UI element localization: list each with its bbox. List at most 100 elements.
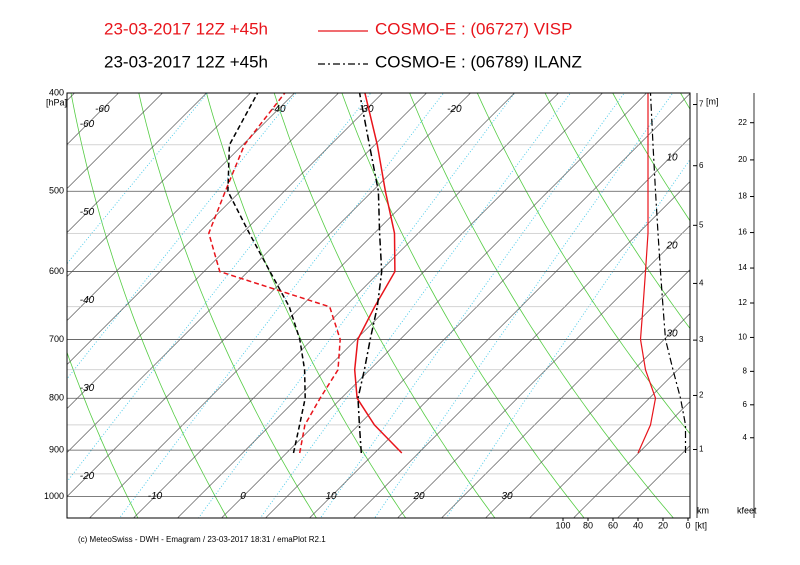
km-axis-unit: [m]: [706, 96, 719, 106]
km-axis-label: km: [697, 505, 709, 515]
legend-name: COSMO-E : (06789) ILANZ: [375, 52, 582, 71]
kfeet-tick-label: 18: [738, 192, 747, 201]
speed-unit: [kt]: [695, 520, 707, 530]
speed-tick-label: 60: [608, 520, 618, 530]
km-tick-label: 2: [699, 391, 704, 400]
mixing-ratio-line: [319, 93, 625, 518]
annotation: 30: [666, 329, 678, 340]
isotherm: [67, 93, 251, 277]
km-tick-label: 1: [699, 445, 704, 454]
kfeet-tick-label: 14: [738, 263, 747, 272]
kfeet-tick-label: 12: [738, 298, 747, 307]
kfeet-tick-label: 20: [738, 155, 747, 164]
footer: (c) MeteoSwiss - DWH - Emagram / 23-03-2…: [78, 535, 326, 544]
dry-adiabat: [341, 93, 585, 518]
isotherm-label: -10: [148, 491, 163, 502]
dry-adiabat: [680, 93, 690, 110]
dry-adiabat: [273, 93, 496, 518]
isotherm: [67, 93, 163, 189]
isotherm: [67, 93, 207, 233]
isotherm-label: -30: [80, 383, 95, 394]
y-tick-label: 400: [49, 87, 64, 97]
dry-adiabat: [409, 93, 674, 518]
isotherm: [221, 93, 647, 518]
isotherm: [67, 93, 383, 409]
dry-adiabat: [67, 351, 139, 518]
isotherm: [67, 93, 427, 453]
temperature-profile: [353, 93, 403, 454]
isotherm-label: -60: [95, 104, 110, 115]
isotherm: [309, 137, 690, 518]
y-axis-label: [hPa]: [46, 97, 67, 107]
kfeet-tick-label: 22: [738, 118, 747, 127]
plot-foreground: 4005006007008009001000-60-50-40-30-20-10…: [44, 19, 757, 530]
speed-tick-label: 80: [583, 520, 593, 530]
isotherm-label: -20: [80, 471, 95, 482]
y-tick-label: 1000: [44, 491, 64, 501]
isotherm: [89, 93, 515, 518]
isotherm: [573, 401, 690, 518]
plot-background: [0, 82, 800, 522]
mixing-ratio-line: [445, 158, 690, 518]
isotherm-label: -30: [359, 104, 374, 115]
km-tick-label: 7: [699, 100, 704, 109]
dry-adiabat: [741, 82, 800, 522]
y-tick-label: 500: [49, 186, 64, 196]
km-tick-label: 3: [699, 335, 704, 344]
kfeet-axis-label: kfeet: [737, 505, 757, 515]
wind-speed-profile: [649, 93, 687, 453]
isotherm-label: -20: [447, 104, 462, 115]
dry-adiabat: [206, 93, 407, 518]
isotherm-label: 20: [412, 491, 425, 502]
mixing-ratio-line: [118, 93, 445, 518]
temperature-profile: [357, 93, 383, 454]
dry-adiabat: [138, 93, 317, 518]
isotherm-label: -50: [80, 207, 95, 218]
dry-adiabat: [70, 93, 228, 518]
legend-run: 23-03-2017 12Z +45h: [104, 52, 268, 71]
speed-tick-label: 20: [658, 520, 668, 530]
y-tick-label: 600: [49, 266, 64, 276]
kfeet-tick-label: 10: [738, 333, 747, 342]
isotherm: [485, 313, 690, 518]
isotherm-label: -40: [80, 295, 95, 306]
isotherm: [353, 181, 690, 518]
dry-adiabat: [0, 82, 51, 522]
legend-run: 23-03-2017 12Z +45h: [104, 19, 268, 38]
mixing-ratio-line: [374, 93, 674, 518]
dewpoint-profile: [227, 93, 306, 454]
kfeet-tick-label: 16: [738, 228, 747, 237]
kfeet-tick-label: 8: [743, 366, 748, 375]
isotherm-label: -60: [80, 119, 95, 130]
kfeet-tick-label: 6: [743, 400, 748, 409]
y-tick-label: 900: [49, 444, 64, 454]
isotherm-label: 10: [325, 491, 337, 502]
isotherm: [67, 93, 295, 321]
dry-adiabat: [612, 93, 690, 222]
kfeet-tick-label: 4: [743, 433, 748, 442]
isotherm: [529, 357, 690, 518]
mixing-ratio-line: [197, 93, 516, 518]
isotherm: [397, 225, 690, 518]
isotherm: [133, 93, 559, 518]
speed-tick-label: 0: [685, 520, 690, 530]
isotherm: [0, 93, 31, 518]
dry-adiabat: [476, 93, 690, 435]
isotherm: [617, 445, 690, 518]
wind-speed-profile: [637, 93, 657, 454]
isotherm-label: 30: [501, 491, 513, 502]
isotherm: [441, 269, 690, 518]
legend-name: COSMO-E : (06727) VISP: [375, 19, 572, 38]
km-tick-label: 6: [699, 161, 704, 170]
y-tick-label: 700: [49, 334, 64, 344]
speed-tick-label: 40: [633, 520, 643, 530]
km-tick-label: 4: [699, 279, 704, 288]
dewpoint-profile: [208, 93, 341, 454]
annotation: 20: [665, 241, 678, 252]
annotation: 10: [666, 153, 678, 164]
plot-frame: [66, 92, 691, 519]
dry-adiabat: [544, 93, 690, 330]
isotherm-label: -40: [271, 104, 286, 115]
mixing-ratio-line: [67, 93, 372, 483]
